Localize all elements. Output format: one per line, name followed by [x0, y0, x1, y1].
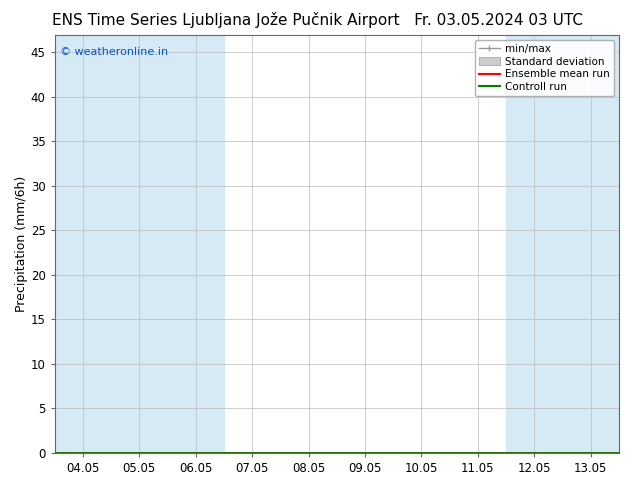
Bar — [506, 35, 619, 453]
Text: © weatheronline.in: © weatheronline.in — [60, 47, 169, 57]
Text: ENS Time Series Ljubljana Jože Pučnik Airport   Fr. 03.05.2024 03 UTC: ENS Time Series Ljubljana Jože Pučnik Ai… — [51, 12, 583, 28]
Y-axis label: Precipitation (mm/6h): Precipitation (mm/6h) — [15, 175, 28, 312]
Bar — [55, 35, 224, 453]
Legend: min/max, Standard deviation, Ensemble mean run, Controll run: min/max, Standard deviation, Ensemble me… — [475, 40, 614, 96]
